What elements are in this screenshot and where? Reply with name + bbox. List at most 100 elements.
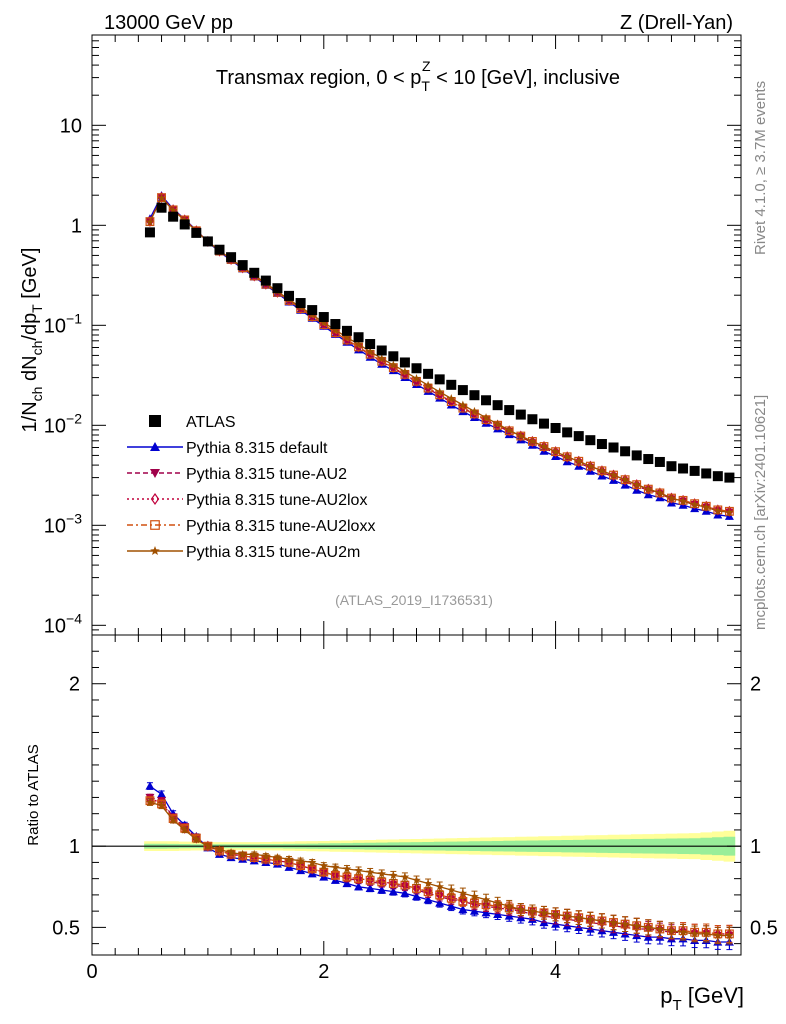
- data-point: [226, 252, 237, 263]
- series-point-ratio: [389, 877, 398, 890]
- series-point-ratio: [319, 861, 329, 870]
- series-point-ratio: [365, 883, 375, 893]
- data-point: [446, 379, 457, 390]
- series-2-ratio: [145, 793, 734, 945]
- x-label-sub: T: [672, 997, 681, 1014]
- x-tick-label: 2: [318, 961, 329, 983]
- data-point: [411, 363, 422, 374]
- series-point-top: [342, 332, 352, 342]
- data-point: [191, 227, 202, 238]
- series-point-ratio: [632, 921, 641, 930]
- data-point: [237, 260, 248, 271]
- series-point-ratio: [145, 781, 155, 790]
- series-point-top: [702, 500, 711, 512]
- series-point-ratio: [667, 926, 676, 935]
- series-point-ratio: [458, 888, 468, 897]
- y-tick-label: 10: [60, 115, 82, 137]
- series-point-ratio: [377, 869, 387, 878]
- data-point: [295, 298, 306, 309]
- series-point-ratio: [620, 919, 630, 928]
- series-point-top: [308, 311, 317, 323]
- series-point-ratio: [412, 882, 421, 894]
- data-point: [260, 275, 271, 286]
- series-point-ratio: [192, 835, 201, 844]
- series-point-ratio: [389, 870, 398, 880]
- legend-label: Pythia 8.315 tune-AU2loxx: [186, 518, 375, 535]
- series-4-ratio: [145, 796, 734, 943]
- data-point: [701, 468, 712, 479]
- series-point-top: [412, 373, 421, 383]
- series-point-ratio: [343, 871, 351, 883]
- series-point-top: [377, 354, 387, 363]
- data-point: [179, 219, 190, 230]
- series-point-top: [400, 367, 410, 376]
- data-point: [330, 319, 341, 330]
- y-tick-mantissa: 10: [44, 415, 66, 437]
- data-point: [214, 244, 225, 255]
- series-point-top: [516, 431, 526, 440]
- series-point-ratio: [377, 876, 386, 888]
- series-point-top: [725, 505, 734, 517]
- data-point: [712, 471, 723, 482]
- data-point: [307, 305, 318, 316]
- data-point: [596, 439, 607, 450]
- series-point-ratio: [354, 874, 363, 884]
- series-point-ratio: [435, 882, 444, 891]
- y-label-part-7: [GeV]: [19, 248, 41, 305]
- data-point: [527, 414, 538, 425]
- series-point-ratio: [238, 849, 247, 858]
- series-point-ratio: [331, 862, 340, 871]
- y-label-part-4: ch: [29, 341, 45, 356]
- series-point-ratio: [435, 898, 445, 907]
- series-line-ratio: [149, 785, 730, 943]
- series-point-ratio: [528, 906, 537, 915]
- series-point-ratio: [516, 905, 526, 914]
- series-point-ratio: [401, 879, 409, 891]
- data-point: [585, 435, 596, 446]
- y-tick-label: 10−1: [44, 310, 82, 337]
- y-tick-mantissa: 1: [71, 215, 82, 237]
- legend-marker: [150, 442, 160, 451]
- mcplots-label: mcplots.cern.ch [arXiv:2401.10621]: [752, 395, 769, 630]
- ratio-y-tick-label-right: 2: [750, 674, 761, 696]
- legend-entry-3: Pythia 8.315 tune-AU2: [127, 466, 347, 483]
- series-point-ratio: [586, 914, 595, 923]
- y-tick-exponent: −2: [66, 410, 82, 426]
- series-point-ratio: [609, 918, 618, 927]
- legend-label: Pythia 8.315 tune-AU2lox: [186, 492, 367, 509]
- series-point-top: [632, 480, 641, 489]
- series-point-ratio: [307, 857, 317, 867]
- series-point-top: [620, 475, 630, 484]
- legend-label: Pythia 8.315 tune-AU2m: [186, 544, 360, 561]
- series-point-top: [493, 419, 502, 428]
- series-point-ratio: [412, 892, 421, 901]
- legend-marker: [149, 415, 161, 427]
- data-point: [538, 418, 549, 429]
- data-point: [341, 325, 352, 336]
- series-line-ratio: [149, 800, 730, 935]
- legend-entry-5: Pythia 8.315 tune-AU2loxx: [127, 518, 375, 535]
- series-point-ratio: [493, 909, 503, 918]
- series-point-ratio: [423, 895, 433, 904]
- series-point-ratio: [458, 905, 468, 914]
- series-point-ratio: [157, 801, 166, 810]
- series-point-ratio: [701, 929, 711, 938]
- data-point: [457, 385, 468, 396]
- legend-marker: [150, 520, 160, 530]
- series-point-ratio: [319, 866, 328, 878]
- series-point-ratio: [388, 887, 398, 896]
- data-point: [620, 446, 631, 457]
- series-point-top: [679, 494, 687, 506]
- x-axis-label: pT [GeV]: [660, 983, 744, 1014]
- series-point-ratio: [713, 931, 723, 940]
- series-point-top: [713, 506, 723, 515]
- x-tick-label: 0: [86, 961, 97, 983]
- data-point: [550, 422, 561, 433]
- rivet-version-label: Rivet 4.1.0, ≥ 3.7M events: [752, 81, 769, 255]
- series-line-top: [149, 196, 730, 512]
- y-label-part-6: T: [29, 304, 45, 313]
- chart-title-after: < 10 [GeV], inclusive: [431, 67, 621, 89]
- y-tick-label: 10−2: [44, 410, 82, 437]
- series-point-ratio: [342, 872, 352, 882]
